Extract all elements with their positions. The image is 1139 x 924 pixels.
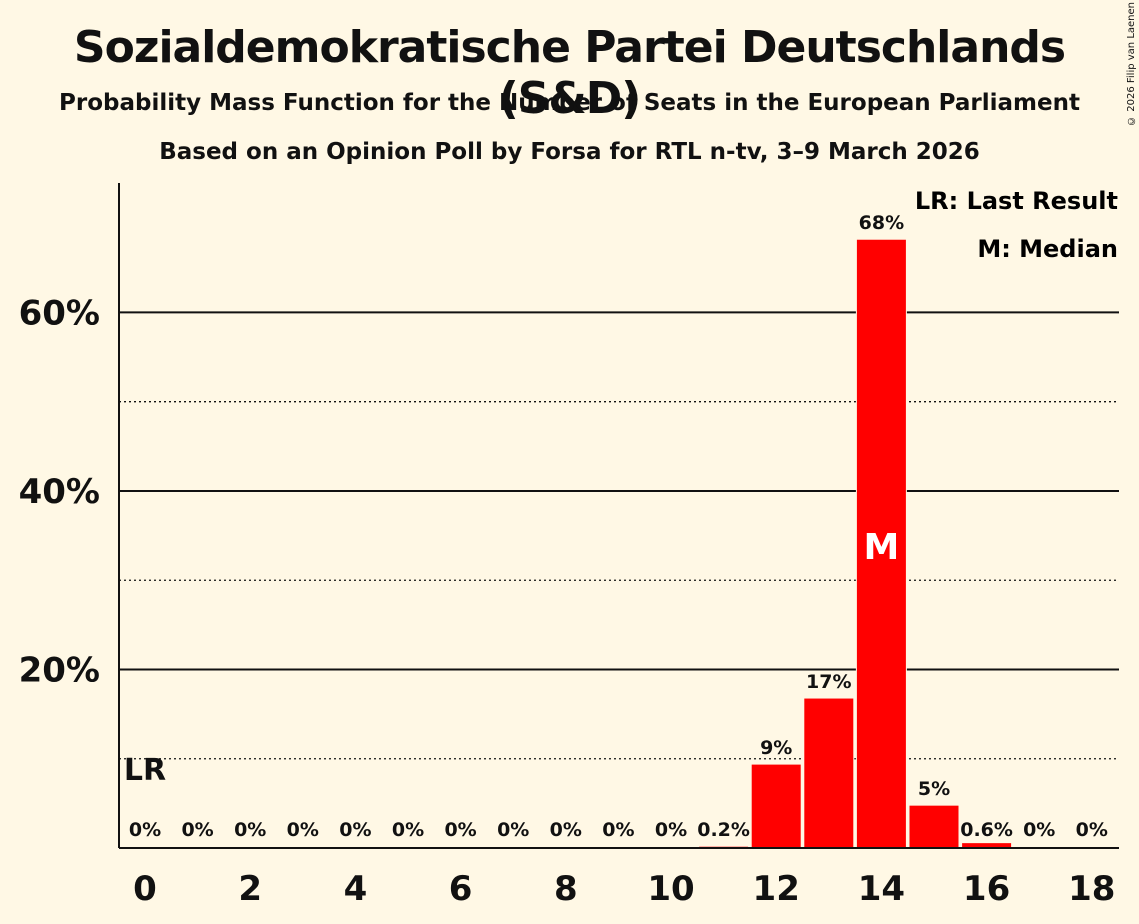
y-tick-label: 60% xyxy=(19,293,100,333)
bar-value-label: 0.6% xyxy=(960,819,1013,841)
median-marker: M xyxy=(863,527,899,568)
x-tick-label: 8 xyxy=(554,869,578,909)
bar-value-label: 68% xyxy=(859,212,904,234)
x-tick-label: 12 xyxy=(753,869,800,909)
bar-value-label: 0% xyxy=(1076,819,1108,841)
legend-median: M: Median xyxy=(977,235,1118,263)
x-tick-label: 14 xyxy=(858,869,905,909)
x-tick-label: 18 xyxy=(1068,869,1115,909)
bar-value-label: 0% xyxy=(1023,819,1055,841)
bar-value-label: 0% xyxy=(392,819,424,841)
bar-seats-13 xyxy=(803,697,855,849)
last-result-marker: LR xyxy=(124,753,166,788)
bar-seats-15 xyxy=(908,804,960,849)
y-tick-label: 40% xyxy=(19,472,100,512)
bar-value-label: 0% xyxy=(444,819,476,841)
x-tick-label: 16 xyxy=(963,869,1010,909)
grid-lines xyxy=(119,311,1119,760)
bar-seats-12 xyxy=(750,763,802,849)
bar-value-label: 17% xyxy=(806,671,851,693)
x-tick-label: 6 xyxy=(449,869,473,909)
bar-value-label: 0% xyxy=(655,819,687,841)
axes xyxy=(118,183,1119,849)
x-tick-label: 10 xyxy=(647,869,694,909)
bars xyxy=(698,238,1013,849)
bar-value-label: 0% xyxy=(497,819,529,841)
y-tick-label: 20% xyxy=(19,650,100,690)
bar-value-label: 9% xyxy=(760,737,792,759)
bar-value-label: 0% xyxy=(234,819,266,841)
x-tick-label: 2 xyxy=(238,869,262,909)
bar-value-label: 0% xyxy=(339,819,371,841)
bar-value-label: 0% xyxy=(602,819,634,841)
bar-value-label: 0% xyxy=(129,819,161,841)
chart-title: Sozialdemokratische Partei Deutschlands … xyxy=(73,22,1066,124)
x-tick-label: 4 xyxy=(344,869,368,909)
chart-subtitle: Probability Mass Function for the Number… xyxy=(59,90,1080,116)
x-tick-label: 0 xyxy=(133,869,157,909)
bar-value-label: 0% xyxy=(181,819,213,841)
bar-value-label: 0% xyxy=(550,819,582,841)
bar-value-label: 5% xyxy=(918,778,950,800)
bar-value-label: 0.2% xyxy=(697,819,750,841)
bar-value-label: 0% xyxy=(287,819,319,841)
chart-source-line: Based on an Opinion Poll by Forsa for RT… xyxy=(159,139,980,165)
labels: 20%40%60%0% 0% 0% 0% 0% 0% 0% 0% 0% 0% 0% 0.2%9%17%… xyxy=(19,212,1116,909)
legend-last-result: LR: Last Result xyxy=(915,187,1118,215)
